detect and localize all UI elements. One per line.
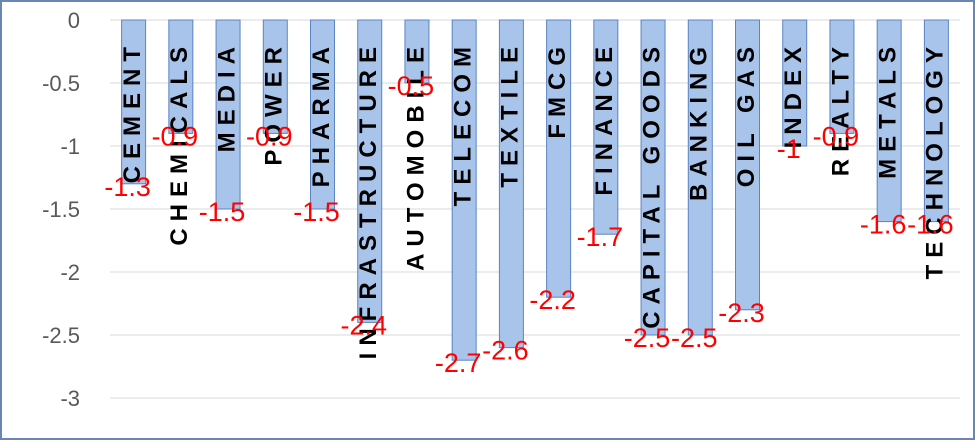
data-label-index: -1 [777,134,801,164]
data-labels: -1.3-0.9-1.5-0.9-1.5-2.4-0.5-2.7 -2.6-2.2… [104,71,953,378]
data-label-capital-goods: -2.5 [624,323,671,353]
category-labels: CEMENT CHEMICALS MEDIA POWER PHARMA INFRASTRU… [119,40,949,359]
bar-finance [593,19,619,235]
data-label-power: -0.9 [246,121,293,151]
data-label-realty: -0.9 [813,121,860,151]
bar-power [262,19,288,134]
data-label-fmcg: -2.2 [529,285,576,315]
category-label-power: POWER [261,40,288,166]
y-tick-label: -1 [60,134,80,159]
category-label-metals: METALS [875,40,902,179]
category-label-automobile: AUTOMOBILE [402,40,429,271]
data-label-metals: -1.6 [860,210,907,240]
category-label-technology: TECHNOLOGY [922,40,949,279]
y-axis-ticks: 0 -0.5 -1 -1.5 -2 -2.5 -3 [42,8,80,411]
bar-banking [687,19,713,336]
data-label-banking: -2.5 [671,323,718,353]
y-tick-label: -0.5 [42,71,80,96]
category-label-index: INDEX [780,40,807,148]
category-label-pharma: PHARMA [308,40,335,187]
data-label-technology: -1.6 [907,210,954,240]
bars [121,19,949,361]
bar-realty [829,19,855,134]
data-label-automobile: -0.5 [388,71,435,101]
category-label-textile: TEXTILE [497,40,524,188]
bar-metals [876,19,902,223]
y-tick-label: 0 [68,8,80,33]
bar-media [215,19,241,210]
category-label-infrastructure: INFRASTRUCTURE [355,40,382,359]
bar-textile [498,19,524,349]
data-label-cement: -1.3 [104,172,151,202]
data-label-media: -1.5 [199,197,246,227]
category-label-banking: BANKING [686,40,713,201]
bar-infrastructure [357,19,383,323]
bar-index [782,19,808,147]
data-label-chemicals: -0.9 [152,121,199,151]
category-label-telecom: TELECOM [450,40,477,206]
y-tick-label: -2.5 [42,323,80,348]
bar-fmcg [546,19,572,298]
category-label-fmcg: FMCG [544,40,571,139]
bar-chemicals [168,19,194,134]
category-label-capital-goods: CAPITAL GOODS [638,40,665,329]
bar-cement [121,19,147,185]
data-label-textile: -2.6 [482,336,529,366]
bar-oil-gas [735,19,760,311]
category-label-chemicals: CHEMICALS [166,40,193,246]
y-tick-label: -1.5 [42,197,80,222]
y-tick-label: -2 [60,260,80,285]
data-label-infrastructure: -2.4 [340,310,387,340]
y-tick-label: -3 [60,386,80,411]
bar-automobile [404,19,430,84]
bar-technology [923,19,949,223]
category-label-realty: REALTY [827,40,854,176]
bar-telecom [451,19,477,361]
category-label-cement: CEMENT [119,40,146,183]
data-label-telecom: -2.7 [435,348,482,378]
data-label-pharma: -1.5 [293,197,340,227]
bar-pharma [310,19,335,210]
category-label-finance: FINANCE [591,40,618,196]
bar-capital-goods [640,19,666,336]
data-label-oil-gas: -2.3 [718,298,765,328]
category-label-media: MEDIA [213,40,240,152]
category-label-oil-gas: OIL GAS [733,40,760,187]
gridlines [110,19,960,399]
data-label-finance: -1.7 [577,222,624,252]
